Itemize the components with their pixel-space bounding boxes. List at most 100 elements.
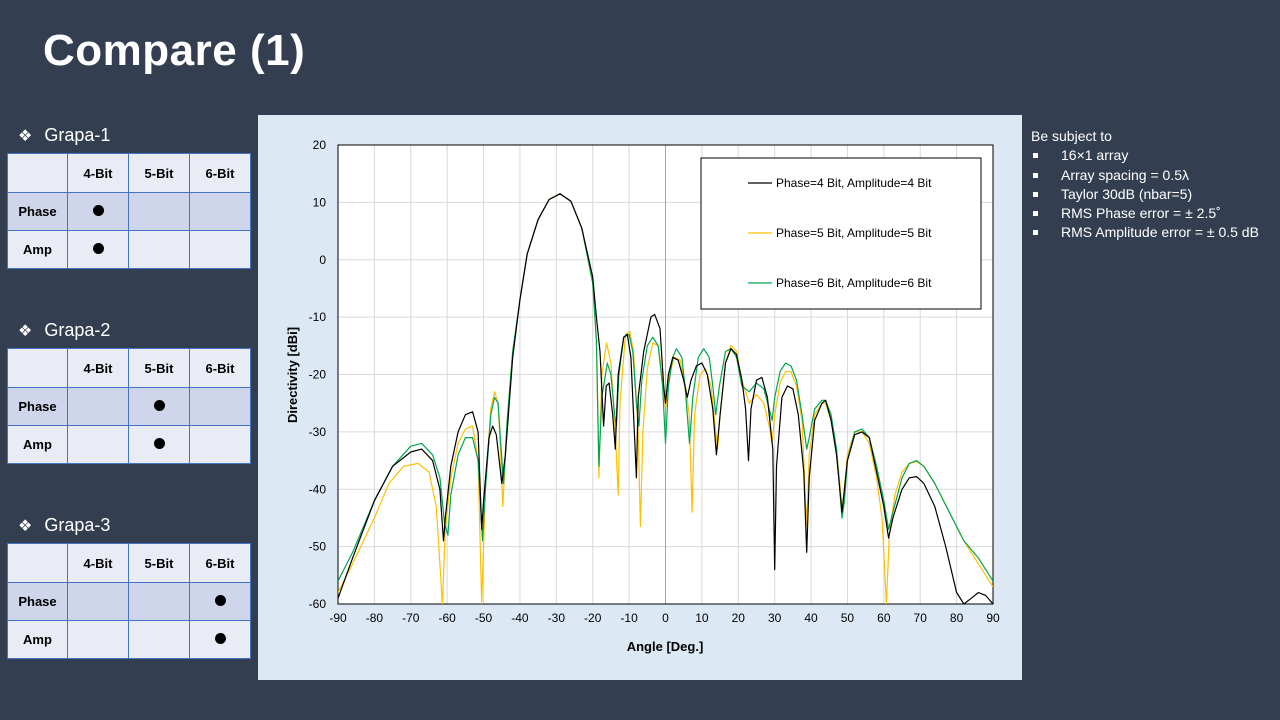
mark-cell — [128, 230, 190, 269]
header-cell — [7, 348, 68, 388]
notes-item-text: RMS Amplitude error = ± 0.5 dB — [1061, 224, 1259, 241]
filled-dot-icon — [92, 205, 104, 216]
header-cell: 6-Bit — [189, 543, 251, 583]
page-title: Compare (1) — [43, 26, 306, 75]
y-tick-label: -40 — [309, 482, 327, 496]
notes-item: RMS Amplitude error = ± 0.5 dB — [1031, 223, 1259, 242]
notes-item: 16×1 array — [1031, 146, 1259, 165]
bit-table-2: 4-Bit 5-Bit 6-Bit Phase Amp — [7, 348, 251, 464]
x-tick-label: 60 — [877, 611, 891, 625]
notes-item-text: 16×1 array — [1061, 147, 1129, 164]
notes-item: Array spacing = 0.5λ — [1031, 166, 1259, 185]
bit-table-3: 4-Bit 5-Bit 6-Bit Phase Amp — [7, 543, 251, 659]
mark-cell — [128, 582, 190, 621]
mark-cell — [128, 620, 190, 659]
x-tick-label: 70 — [914, 611, 928, 625]
y-tick-label: 20 — [313, 138, 327, 152]
legend-label: Phase=4 Bit, Amplitude=4 Bit — [776, 176, 932, 190]
group-title: Grapa-2 — [44, 320, 111, 340]
x-tick-label: 50 — [841, 611, 855, 625]
conditions-notes: Be subject to 16×1 array Array spacing =… — [1031, 127, 1259, 243]
header-cell: 5-Bit — [128, 348, 190, 388]
x-tick-label: 10 — [695, 611, 709, 625]
header-cell — [7, 153, 68, 193]
plot-border — [337, 144, 994, 605]
row-label: Amp — [7, 620, 68, 659]
x-tick-label: 0 — [662, 611, 669, 625]
group-title: Grapa-3 — [44, 515, 111, 535]
mark-cell — [67, 582, 129, 621]
chart-series — [338, 193, 993, 604]
x-axis-label: Angle [Deg.] — [627, 639, 704, 654]
row-label: Phase — [7, 582, 68, 621]
y-axis-label: Directivity [dBi] — [285, 327, 300, 423]
filled-dot-icon — [214, 633, 226, 644]
mark-cell — [67, 230, 129, 269]
legend-box — [700, 157, 982, 310]
mark-cell — [189, 582, 251, 621]
x-tick-label: -70 — [402, 611, 420, 625]
x-tick-label: -40 — [511, 611, 529, 625]
row-label: Phase — [7, 192, 68, 231]
row-label: Amp — [7, 425, 68, 464]
mark-cell — [189, 192, 251, 231]
notes-item-text: Taylor 30dB (nbar=5) — [1061, 185, 1193, 202]
x-tick-label: 40 — [804, 611, 818, 625]
x-tick-label: 90 — [986, 611, 1000, 625]
x-tick-label: -10 — [620, 611, 638, 625]
mark-cell — [67, 387, 129, 426]
diamond-bullet-icon: ❖ — [18, 322, 33, 340]
group-label-1: ❖ Grapa-1 — [18, 125, 110, 146]
mark-cell — [67, 620, 129, 659]
chart-panel: -90 -80 -70 -60 -50 -40 -30 -20 -10 0 10 20 30 40 50 60… — [258, 115, 1022, 680]
mark-cell — [67, 425, 129, 464]
header-cell: 4-Bit — [67, 153, 129, 193]
x-tick-label: -60 — [438, 611, 456, 625]
filled-dot-icon — [214, 595, 226, 606]
notes-list: 16×1 array Array spacing = 0.5λ Taylor 3… — [1031, 146, 1259, 242]
mark-cell — [128, 387, 190, 426]
y-tick-label: -30 — [309, 425, 327, 439]
x-tick-label: -90 — [329, 611, 347, 625]
group-label-3: ❖ Grapa-3 — [18, 515, 110, 536]
x-tick-label: 20 — [732, 611, 746, 625]
mark-cell — [189, 387, 251, 426]
notes-item-text: Array spacing = 0.5λ — [1061, 166, 1190, 183]
mark-cell — [67, 192, 129, 231]
square-bullet-icon — [1033, 153, 1038, 159]
x-tick-label: 30 — [768, 611, 782, 625]
x-tick-label: -30 — [548, 611, 566, 625]
diamond-bullet-icon: ❖ — [18, 127, 33, 145]
row-label: Phase — [7, 387, 68, 426]
group-label-2: ❖ Grapa-2 — [18, 320, 110, 341]
header-cell: 4-Bit — [67, 348, 129, 388]
header-cell — [7, 543, 68, 583]
x-tick-label: -50 — [475, 611, 493, 625]
y-tick-label: -60 — [309, 597, 327, 611]
square-bullet-icon — [1033, 172, 1038, 178]
header-cell: 6-Bit — [189, 348, 251, 388]
bit-table-1: 4-Bit 5-Bit 6-Bit Phase Amp — [7, 153, 251, 269]
y-tick-label: 0 — [319, 253, 326, 267]
header-cell: 5-Bit — [128, 153, 190, 193]
mark-cell — [189, 230, 251, 269]
directivity-chart: -90 -80 -70 -60 -50 -40 -30 -20 -10 0 10 20 30 40 50 60… — [285, 138, 1000, 654]
group-title: Grapa-1 — [44, 125, 111, 145]
notes-item: Taylor 30dB (nbar=5) — [1031, 185, 1259, 204]
chart-ticks: -90 -80 -70 -60 -50 -40 -30 -20 -10 0 10 20 30 40 50 60… — [309, 138, 1000, 625]
series-line-1 — [338, 193, 993, 604]
chart-legend: Phase=4 Bit, Amplitude=4 Bit Phase=5 Bit,… — [700, 157, 982, 310]
square-bullet-icon — [1033, 191, 1038, 197]
notes-item-text: RMS Phase error = ± 2.5˚ — [1061, 205, 1221, 222]
square-bullet-icon — [1033, 211, 1038, 217]
y-tick-label: -20 — [309, 368, 327, 382]
y-tick-label: -10 — [309, 310, 327, 324]
legend-label: Phase=6 Bit, Amplitude=6 Bit — [776, 276, 932, 290]
mark-cell — [189, 425, 251, 464]
mark-cell — [189, 620, 251, 659]
mark-cell — [128, 192, 190, 231]
notes-item: RMS Phase error = ± 2.5˚ — [1031, 204, 1259, 223]
row-label: Amp — [7, 230, 68, 269]
mark-cell — [128, 425, 190, 464]
header-cell: 4-Bit — [67, 543, 129, 583]
